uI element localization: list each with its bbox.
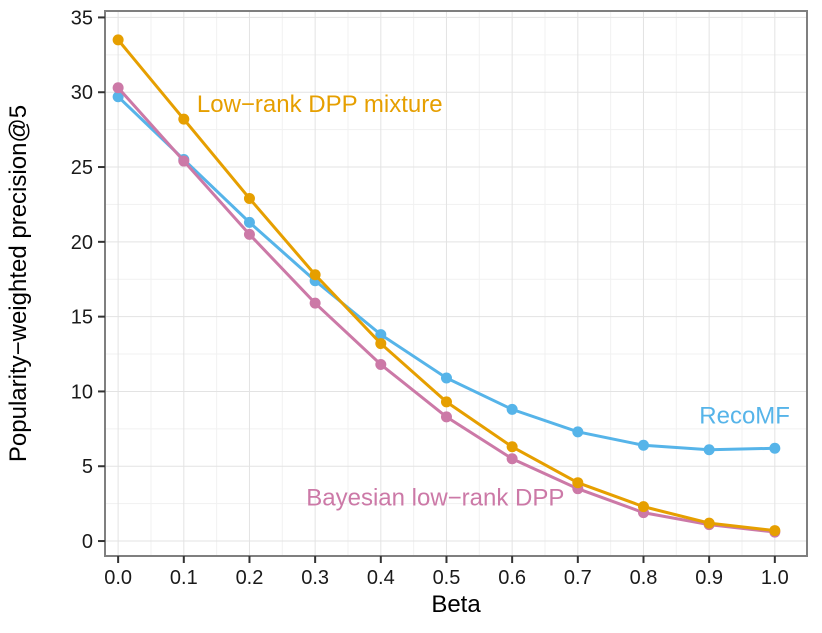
series-label-bayesian-low-rank-dpp: Bayesian low−rank DPP [306, 485, 564, 512]
y-tick-label: 10 [71, 381, 93, 403]
data-point-low-rank-dpp-mixture [178, 113, 190, 125]
data-point-recomf [243, 216, 255, 228]
data-point-low-rank-dpp-mixture [769, 525, 781, 537]
axes-layer: 0.0 0.1 0.2 0.3 0.4 0.5 0.6 0.7 0.8 0.9 1.0 0 5 10 15 2… [5, 7, 808, 618]
y-axis-title: Popularity−weighted precision@5 [5, 105, 32, 462]
data-point-recomf [440, 372, 452, 384]
y-tick-label: 0 [82, 531, 93, 553]
panel-border [104, 10, 808, 557]
data-point-low-rank-dpp-mixture [112, 34, 124, 46]
x-tick-label: 0.9 [695, 567, 723, 589]
x-tick-label: 1.0 [761, 567, 789, 589]
data-point-bayesian-low-rank-dpp [440, 411, 452, 423]
data-point-low-rank-dpp-mixture [572, 477, 584, 489]
data-point-low-rank-dpp-mixture [243, 192, 255, 204]
data-point-low-rank-dpp-mixture [309, 269, 321, 281]
x-tick-label: 0.7 [564, 567, 592, 589]
data-point-recomf [506, 403, 518, 415]
data-point-bayesian-low-rank-dpp [309, 297, 321, 309]
x-tick-label: 0.2 [236, 567, 264, 589]
data-point-bayesian-low-rank-dpp [506, 453, 518, 465]
data-point-recomf [703, 444, 715, 456]
x-tick-label: 0.4 [367, 567, 395, 589]
data-point-bayesian-low-rank-dpp [178, 155, 190, 167]
y-tick-label: 35 [71, 7, 93, 29]
data-point-bayesian-low-rank-dpp [375, 359, 387, 371]
y-tick-label: 25 [71, 157, 93, 179]
data-point-low-rank-dpp-mixture [375, 338, 387, 350]
y-tick-label: 5 [82, 456, 93, 478]
data-point-bayesian-low-rank-dpp [112, 82, 124, 94]
x-tick-label: 0.3 [301, 567, 329, 589]
series-label-low-rank-dpp-mixture: Low−rank DPP mixture [197, 91, 443, 118]
data-point-recomf [572, 426, 584, 438]
x-tick-label: 0.0 [104, 567, 132, 589]
data-point-low-rank-dpp-mixture [506, 441, 518, 453]
y-tick-label: 30 [71, 82, 93, 104]
y-tick-label: 15 [71, 307, 93, 329]
series-layer [112, 34, 781, 538]
data-point-recomf [637, 439, 649, 451]
x-tick-label: 0.1 [170, 567, 198, 589]
y-tick-label: 20 [71, 232, 93, 254]
data-point-low-rank-dpp-mixture [637, 501, 649, 513]
data-point-recomf [769, 442, 781, 454]
data-point-bayesian-low-rank-dpp [243, 228, 255, 240]
data-point-low-rank-dpp-mixture [440, 396, 452, 408]
x-axis-title: Beta [431, 591, 481, 618]
x-tick-label: 0.5 [433, 567, 461, 589]
data-point-low-rank-dpp-mixture [703, 517, 715, 529]
x-tick-label: 0.8 [630, 567, 658, 589]
annotation-layer: Low−rank DPP mixture RecoMF Bayesian low−r… [197, 91, 790, 511]
data-point-recomf [375, 329, 387, 341]
data-point-recomf [112, 91, 124, 103]
x-tick-label: 0.6 [498, 567, 526, 589]
grid-layer [105, 11, 807, 556]
series-label-recomf: RecoMF [699, 402, 790, 429]
